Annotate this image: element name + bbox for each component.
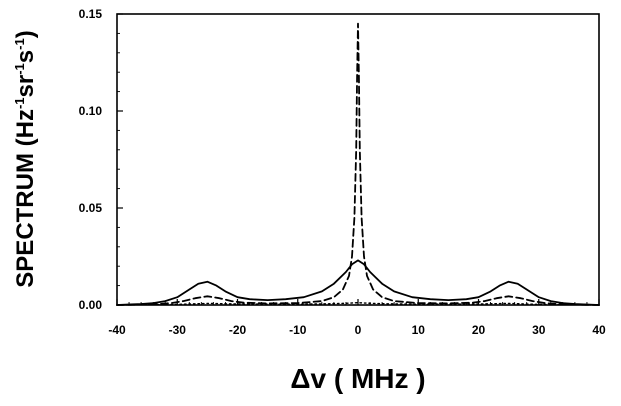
x-tick-label: -20 [229, 323, 247, 337]
y-tick-label: 0.10 [79, 104, 103, 118]
series-line-dashed [116, 22, 600, 306]
y-tick-label: 0.05 [79, 201, 103, 215]
x-tick-label: -30 [169, 323, 187, 337]
x-axis-title: Δv ( MHz ) [290, 363, 425, 394]
y-ticks: 0.00 0.05 0.10 0.15 [79, 7, 123, 312]
x-tick-label: 40 [592, 323, 606, 337]
x-tick-label: 20 [472, 323, 486, 337]
x-tick-label: 0 [355, 323, 362, 337]
x-tick-label: 30 [532, 323, 546, 337]
series-line-solid [116, 259, 600, 306]
y-tick-label: 0.00 [79, 298, 103, 312]
x-ticks: -40 -30 -20 -10 0 10 20 30 40 [108, 299, 606, 337]
x-tick-label: -10 [289, 323, 307, 337]
y-axis-title: SPECTRUM (Hz-1sr-1s-1) [12, 30, 39, 287]
x-tick-label: -40 [108, 323, 126, 337]
series-line-dotted [116, 302, 600, 306]
series-group [116, 22, 600, 306]
x-tick-label: 10 [412, 323, 426, 337]
y-tick-label: 0.15 [79, 7, 103, 21]
